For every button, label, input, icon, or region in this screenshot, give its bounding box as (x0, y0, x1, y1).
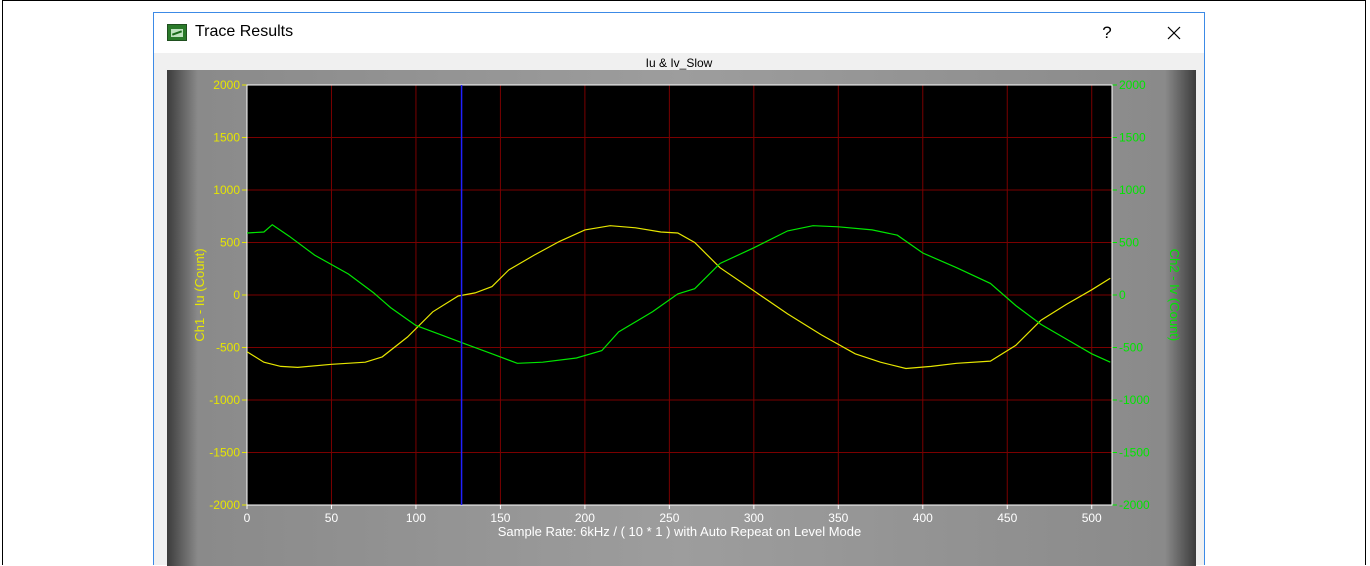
x-tick-label: 150 (490, 511, 510, 525)
title-bar[interactable]: Trace Results ? (154, 13, 1204, 53)
y2-tick-label: -500 (1119, 341, 1143, 355)
trace-results-app-icon (167, 24, 187, 41)
x-tick-label: 200 (575, 511, 595, 525)
y2-tick-label: -1000 (1119, 393, 1150, 407)
y-tick-label: 0 (233, 288, 240, 302)
x-tick-label: 300 (744, 511, 764, 525)
y2-tick-label: -1500 (1119, 446, 1150, 460)
chart-panel: 0 50 100 150 200 250 300 350 400 450 500 2000 1500 10… (167, 70, 1196, 566)
x-tick-label: 250 (659, 511, 679, 525)
ch2-iv-series-line (246, 223, 1111, 364)
window-title: Trace Results (195, 23, 294, 40)
x-tick-label: 350 (828, 511, 848, 525)
y2-tick-label: 1500 (1119, 131, 1146, 145)
y2-tick-label: -2000 (1119, 498, 1150, 512)
x-axis-label: Sample Rate: 6kHz / ( 10 * 1 ) with Auto… (498, 524, 861, 539)
x-tick-label: 50 (325, 511, 339, 525)
y-tick-label: -500 (216, 341, 240, 355)
y2-tick-label: 500 (1119, 236, 1139, 250)
trace-chart: 0 50 100 150 200 250 300 350 400 450 500 2000 1500 10… (192, 78, 1182, 539)
y-tick-label: 1500 (213, 131, 240, 145)
x-tick-label: 0 (244, 511, 251, 525)
y-axis-label-left: Ch1 - Iu (Count) (192, 248, 207, 341)
ch1-iu-series-line (246, 225, 1111, 370)
y2-tick-label: 2000 (1119, 78, 1146, 92)
y-tick-label: -1500 (209, 446, 240, 460)
y-tick-label: -1000 (209, 393, 240, 407)
chart-title: Iu & Iv_Slow (645, 56, 713, 70)
close-button[interactable] (1157, 19, 1191, 47)
x-tick-label: 400 (913, 511, 933, 525)
trace-results-dialog: Trace Results ? Iu & Iv_Slow 0 50 100 150 20… (153, 12, 1205, 566)
x-tick-label: 500 (1082, 511, 1102, 525)
y-tick-label: 2000 (213, 78, 240, 92)
plot-border (246, 84, 1113, 506)
y2-tick-label: 1000 (1119, 183, 1146, 197)
y-tick-label: 500 (220, 236, 240, 250)
x-tick-label: 450 (997, 511, 1017, 525)
y-tick-label: 1000 (213, 183, 240, 197)
close-icon (1167, 26, 1181, 40)
y-axis-label-right: Ch2 - Iv (Count) (1167, 249, 1182, 341)
y2-tick-label: 0 (1119, 288, 1126, 302)
y-tick-label: -2000 (209, 498, 240, 512)
help-button[interactable]: ? (1102, 23, 1112, 42)
x-tick-label: 100 (406, 511, 426, 525)
